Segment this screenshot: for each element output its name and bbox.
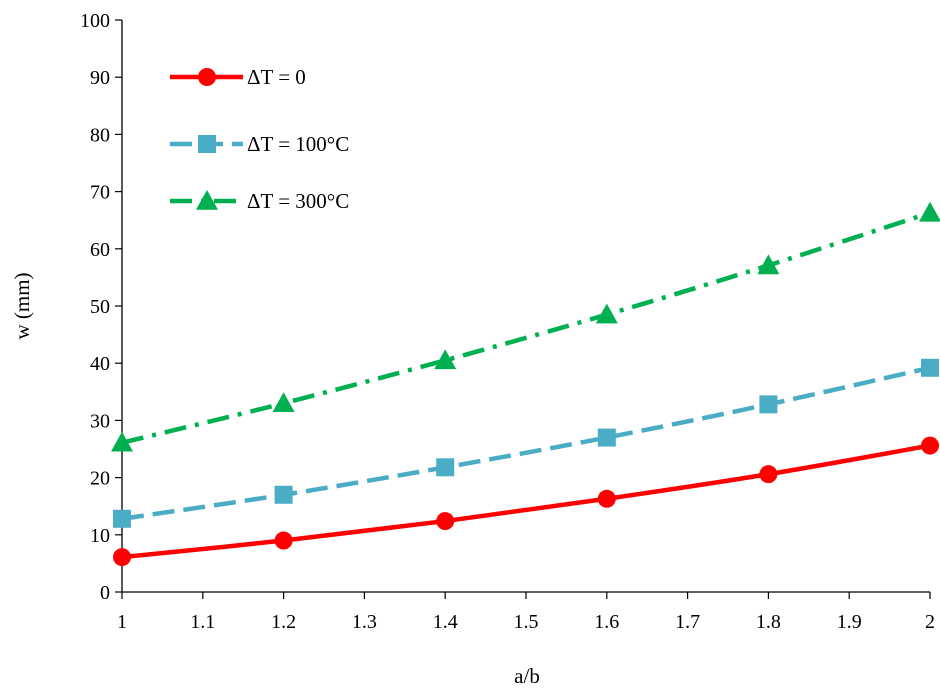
y-tick-label: 100 bbox=[80, 10, 110, 32]
data-point-marker bbox=[597, 428, 616, 447]
data-point-marker bbox=[274, 531, 293, 550]
y-tick-label: 80 bbox=[90, 124, 110, 146]
y-tick-label: 10 bbox=[90, 525, 110, 547]
x-tick-label: 1.4 bbox=[433, 611, 458, 633]
axes: 0 10 20 30 40 50 60 70 80 90 100 1 1.1 1.2 1.3 1.4 1.5 1.… bbox=[80, 10, 935, 633]
data-point-marker bbox=[595, 303, 618, 324]
legend-entry: ΔT = 0 bbox=[170, 65, 306, 89]
x-tick-label: 1.9 bbox=[837, 611, 862, 633]
data-point-marker bbox=[597, 489, 616, 508]
x-tick-label: 1.5 bbox=[514, 611, 539, 633]
series-dt-100 bbox=[113, 358, 939, 528]
x-axis-title: a/b bbox=[514, 664, 540, 688]
data-point-marker bbox=[759, 395, 778, 414]
legend-label: ΔT = 0 bbox=[247, 65, 306, 89]
x-tick-label: 2 bbox=[925, 611, 935, 633]
y-tick-label: 20 bbox=[90, 468, 110, 490]
x-tick-label: 1.3 bbox=[352, 611, 377, 633]
data-point-marker bbox=[113, 509, 131, 528]
data-point-marker bbox=[759, 465, 778, 484]
legend: ΔT = 0 ΔT = 100°C ΔT = 300°C bbox=[170, 65, 349, 213]
y-tick-label: 40 bbox=[90, 353, 110, 375]
y-tick-label: 30 bbox=[90, 410, 110, 432]
legend-entry: ΔT = 100°C bbox=[170, 132, 349, 156]
data-point-marker bbox=[757, 254, 780, 275]
legend-marker bbox=[198, 135, 216, 153]
data-point-marker bbox=[113, 548, 131, 567]
series-dt-0 bbox=[113, 436, 939, 567]
y-tick-label: 60 bbox=[90, 239, 110, 261]
data-point-marker bbox=[921, 358, 939, 377]
series-line bbox=[121, 210, 931, 445]
data-point-marker bbox=[436, 512, 455, 531]
x-tick-label: 1 bbox=[117, 611, 127, 633]
data-point-marker bbox=[272, 392, 295, 413]
y-tick-label: 50 bbox=[90, 296, 110, 318]
x-tick-label: 1.6 bbox=[594, 611, 619, 633]
y-tick-label: 0 bbox=[100, 582, 110, 604]
series-line bbox=[121, 365, 931, 522]
data-point-marker bbox=[274, 485, 293, 504]
series-line bbox=[121, 443, 931, 560]
legend-entry: ΔT = 300°C bbox=[170, 189, 349, 213]
x-tick-label: 1.7 bbox=[675, 611, 700, 633]
series-layer bbox=[111, 201, 940, 567]
x-tick-label: 1.1 bbox=[190, 611, 215, 633]
series-dt-300 bbox=[111, 201, 940, 452]
data-point-marker bbox=[436, 458, 455, 477]
x-tick-label: 1.8 bbox=[756, 611, 781, 633]
data-point-marker bbox=[434, 349, 457, 370]
data-point-marker bbox=[111, 431, 133, 452]
legend-label: ΔT = 300°C bbox=[247, 189, 349, 213]
legend-marker bbox=[198, 68, 216, 86]
legend-marker bbox=[196, 190, 218, 210]
legend-label: ΔT = 100°C bbox=[247, 132, 349, 156]
data-point-marker bbox=[921, 436, 939, 455]
x-tick-label: 1.2 bbox=[271, 611, 296, 633]
y-axis-title: w (mm) bbox=[10, 272, 34, 339]
y-tick-label: 70 bbox=[90, 182, 110, 204]
y-tick-label: 90 bbox=[90, 67, 110, 89]
data-point-marker bbox=[919, 201, 940, 222]
